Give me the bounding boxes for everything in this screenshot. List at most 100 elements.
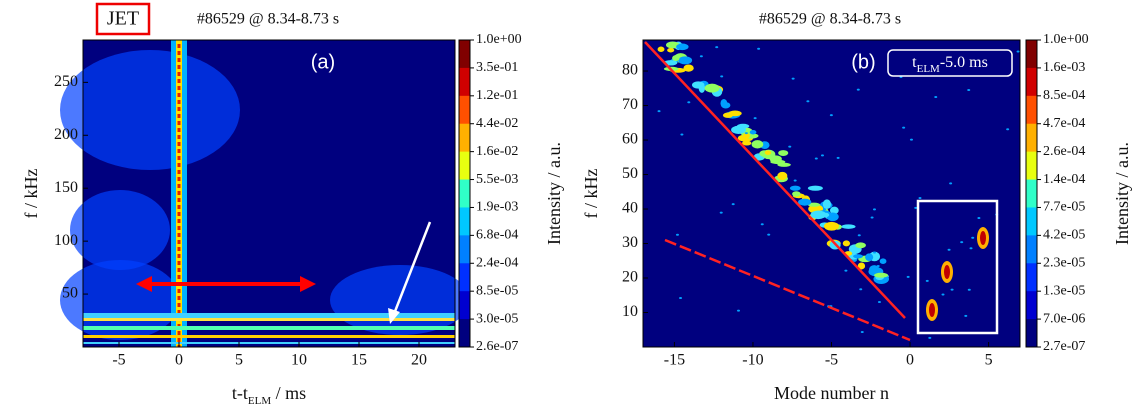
y-tick-label: 50 — [622, 165, 638, 182]
spectral-feature — [826, 212, 839, 222]
spectral-feature — [665, 41, 680, 49]
spectral-feature — [879, 258, 887, 265]
colorbar-segment — [1026, 263, 1037, 292]
spectral-feature — [842, 240, 851, 247]
spectral-feature — [874, 272, 889, 278]
annotation-part: -5.0 ms — [940, 54, 988, 71]
colorbar-tick-label: 4.2e-05 — [1043, 228, 1085, 243]
x-tick-label: -5 — [112, 352, 125, 369]
colorbar-segment — [459, 291, 470, 320]
colorbar-tick-label: 6.8e-04 — [476, 228, 518, 243]
y-tick-label: 250 — [54, 73, 78, 90]
y-tick-label: 70 — [622, 96, 638, 113]
x-tick-label: 5 — [985, 352, 993, 369]
spectral-feature — [836, 156, 840, 159]
spectral-feature — [699, 55, 703, 58]
spectral-feature — [751, 140, 764, 149]
colorbar-segment — [1026, 123, 1037, 153]
spectral-feature — [865, 253, 874, 261]
spectral-feature — [691, 81, 705, 89]
y-tick-label: 40 — [622, 200, 638, 217]
panel-label: (a) — [311, 51, 335, 73]
colorbar-segment — [1026, 67, 1037, 97]
spectral-feature — [736, 309, 740, 312]
plot-frame — [82, 39, 456, 348]
spectral-feature — [820, 154, 824, 157]
spectral-feature — [860, 330, 864, 333]
spectral-feature — [798, 198, 812, 206]
colorbar-segment — [1026, 179, 1037, 208]
colorbar-tick-label: 1.0e+00 — [1043, 32, 1089, 47]
colorbar-tick-label: 1.6e-03 — [1043, 60, 1085, 75]
spectral-feature — [950, 288, 954, 291]
spectral-feature — [70, 190, 170, 270]
spectral-feature — [925, 279, 929, 282]
guide-line — [664, 238, 911, 342]
spectral-feature — [918, 197, 922, 200]
spectral-feature — [876, 265, 880, 268]
colorbar-segment — [459, 179, 470, 208]
spectral-feature — [736, 123, 750, 129]
spectral-feature — [807, 185, 823, 191]
x-axis-label: Mode number n — [774, 383, 889, 403]
spectral-feature — [667, 47, 675, 53]
spectral-feature — [823, 221, 840, 231]
spectral-feature — [676, 43, 689, 51]
x-tick-label: 10 — [291, 352, 307, 369]
colorbar-segment — [1026, 207, 1037, 236]
spectral-feature — [749, 129, 757, 135]
spectral-feature — [83, 335, 455, 338]
spectral-feature — [767, 233, 771, 236]
colorbar-tick-label: 1.9e-03 — [476, 200, 518, 215]
colorbar-tick-label: 7.0e-06 — [1043, 311, 1085, 326]
spectral-feature — [807, 202, 821, 207]
colorbar-tick-label: 5.5e-03 — [476, 172, 518, 187]
spectral-feature — [764, 150, 772, 155]
colorbar-segment — [459, 207, 470, 236]
colorbar: 1.0e+00 3.5e-01 1.2e-01 4.4e-02 1.6e-02 5.5e-… — [458, 32, 564, 354]
colorbar-segment — [1026, 319, 1037, 348]
spectral-feature — [760, 223, 764, 226]
colorbar-tick-label: 8.5e-04 — [1043, 88, 1085, 103]
arrow — [392, 221, 432, 315]
spectral-feature — [869, 265, 880, 275]
spectral-feature — [856, 88, 860, 91]
y-axis-label: f / kHz — [581, 168, 601, 218]
spectral-feature — [683, 64, 694, 72]
annotation-part: ELM — [917, 63, 940, 75]
spectral-feature — [792, 191, 801, 197]
x-axis-label-part: t-t — [232, 383, 248, 403]
spectral-feature — [687, 101, 691, 104]
y-tick-label: 50 — [62, 285, 78, 302]
spectral-feature — [672, 55, 680, 62]
spectral-feature — [788, 145, 792, 148]
spectral-feature — [877, 301, 881, 304]
y-tick-label: 150 — [54, 179, 78, 196]
spectral-feature — [853, 254, 864, 259]
colorbar-segment — [459, 263, 470, 292]
spectral-feature — [742, 140, 752, 146]
annotation-box — [887, 49, 1013, 77]
spectral-feature — [728, 110, 742, 117]
spectral-feature — [744, 132, 748, 135]
spectral-feature — [977, 217, 981, 220]
colorbar-segment — [459, 235, 470, 264]
spectral-feature — [855, 242, 866, 249]
colorbar-tick-label: 7.7e-05 — [1043, 200, 1085, 215]
spectral-feature — [822, 199, 831, 210]
x-axis-label-part: Mode number n — [774, 383, 889, 403]
colorbar-tick-label: 2.6e-07 — [476, 339, 518, 354]
spectral-feature — [947, 248, 951, 251]
colorbar-segment — [1026, 291, 1037, 320]
x-tick-label: -5 — [825, 352, 838, 369]
spectral-feature — [914, 206, 918, 209]
spectral-feature — [829, 206, 839, 215]
spectral-feature — [964, 314, 968, 317]
spectral-feature — [902, 126, 906, 129]
colorbar-tick-label: 1.3e-05 — [1043, 283, 1085, 298]
x-tick-label: 15 — [351, 352, 367, 369]
colorbar-tick-label: 1.0e+00 — [476, 32, 522, 47]
badge: JET — [107, 8, 139, 30]
panel: (a) #86529 @ 8.34-8.73 s -5 0 5 10 15 20 50 100 15… — [21, 11, 564, 407]
colorbar-tick-label: 1.2e-01 — [476, 88, 518, 103]
